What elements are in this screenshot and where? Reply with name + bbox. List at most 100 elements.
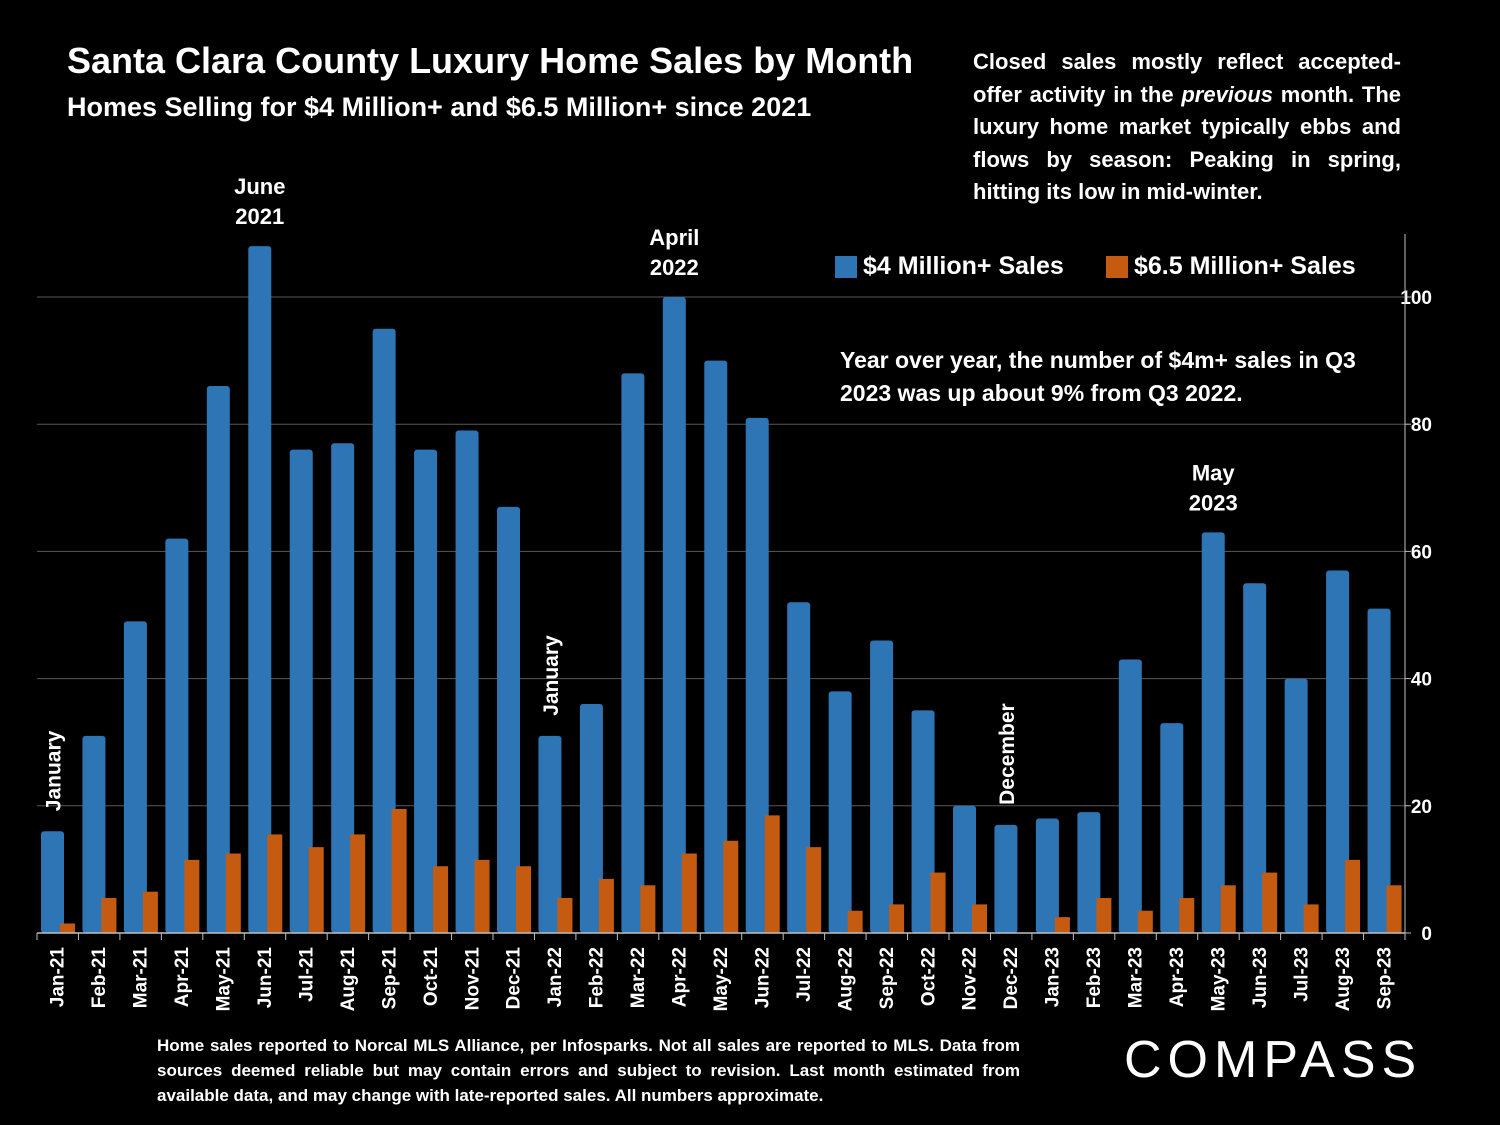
bar-6-5m: [267, 834, 283, 933]
bar-4m: [82, 735, 106, 933]
x-tick-label: Jun-23: [1250, 947, 1271, 1008]
x-tick-label: Apr-23: [1167, 947, 1188, 1007]
bar-4m: [1035, 818, 1059, 933]
bar-4m: [1243, 583, 1267, 933]
x-tick-label: Mar-23: [1126, 947, 1147, 1008]
bar-6-5m: [101, 898, 117, 933]
bar-4m: [1160, 723, 1184, 933]
bar-6-5m: [308, 847, 324, 933]
bar-6-5m: [516, 866, 531, 933]
bar-6-5m: [474, 859, 490, 933]
bar-4m: [455, 430, 479, 933]
bar-6-5m: [889, 904, 905, 933]
peak-annotation: April: [649, 225, 699, 250]
bar-4m: [704, 360, 728, 934]
bar-4m: [206, 386, 230, 933]
bar-6-5m: [1137, 910, 1153, 933]
seasonality-note: Closed sales mostly reflect accepted-off…: [973, 46, 1401, 209]
x-tick-label: Dec-21: [504, 947, 525, 1010]
x-tick-label: Apr-21: [172, 947, 193, 1008]
legend-label-4m: $4 Million+ Sales: [863, 252, 1064, 280]
y-tick-label: 100: [1400, 288, 1432, 309]
bar-4m: [870, 640, 894, 933]
bar-4m: [953, 805, 976, 933]
bar-6-5m: [1220, 885, 1236, 933]
bar-6-5m: [930, 872, 946, 933]
bar-6-5m: [723, 840, 739, 933]
bar-6-5m: [1179, 898, 1195, 933]
x-tick-label: Jul-22: [794, 947, 815, 1002]
bar-6-5m: [184, 859, 200, 933]
bar-4m: [787, 602, 811, 933]
bar-4m: [248, 246, 272, 933]
x-tick-label: Feb-22: [587, 947, 608, 1008]
bar-6-5m: [60, 923, 75, 933]
legend-item-6-5m: $6.5 Million+ Sales: [1106, 252, 1356, 281]
bar-4m: [621, 373, 645, 933]
bar-6-5m: [557, 898, 573, 933]
x-tick-label: Jun-21: [255, 947, 276, 1009]
peak-annotation: May: [1192, 460, 1236, 485]
x-tick-label: Jan-23: [1043, 947, 1064, 1007]
x-tick-label: Jul-23: [1291, 947, 1312, 1002]
x-tick-label: May-22: [711, 947, 732, 1011]
bar-6-5m: [1386, 885, 1402, 933]
x-tick-label: Aug-23: [1333, 947, 1354, 1011]
month-annotation: January: [540, 635, 563, 716]
x-tick-label: Apr-22: [670, 947, 691, 1007]
month-annotation: December: [996, 703, 1019, 805]
x-tick-label: Sep-22: [877, 947, 898, 1009]
x-tick-label: Jan-21: [48, 947, 69, 1008]
bar-6-5m: [391, 808, 407, 933]
x-tick-label: Jul-21: [296, 947, 317, 1002]
bar-4m: [828, 691, 852, 933]
bar-4m: [538, 735, 562, 933]
bar-4m: [165, 538, 189, 933]
x-tick-label: Aug-21: [338, 947, 359, 1012]
x-tick-label: Jan-22: [545, 947, 566, 1007]
footnote: Home sales reported to Norcal MLS Allian…: [157, 1036, 1020, 1105]
y-tick-label: 60: [1411, 542, 1432, 563]
month-annotation: January: [43, 730, 66, 811]
bar-4m: [745, 417, 769, 934]
bar-4m: [994, 824, 1018, 933]
legend-swatch-6-5m: [1106, 255, 1128, 278]
peak-annotation: 2021: [235, 204, 284, 229]
x-tick-label: Oct-22: [918, 947, 939, 1006]
bar-6-5m: [1345, 859, 1361, 933]
bar-6-5m: [225, 853, 241, 933]
x-tick-label: Sep-21: [379, 947, 400, 1010]
y-tick-label: 80: [1411, 415, 1432, 436]
x-tick-label: May-21: [214, 947, 235, 1012]
bar-6-5m: [350, 834, 366, 933]
bar-4m: [1367, 608, 1391, 933]
bar-4m: [414, 449, 438, 933]
bar-6-5m: [142, 891, 158, 933]
compass-logo: COMPASS: [1124, 1031, 1423, 1089]
x-tick-label: Sep-23: [1374, 947, 1395, 1009]
bar-6-5m: [806, 847, 822, 933]
y-tick-label: 0: [1421, 924, 1432, 945]
y-tick-label: 20: [1411, 797, 1432, 818]
x-tick-label: Aug-22: [835, 947, 856, 1011]
legend-item-4m: $4 Million+ Sales: [835, 252, 1064, 281]
peak-annotation: 2022: [650, 255, 699, 280]
peak-annotation: June: [234, 174, 285, 199]
y-tick-label: 40: [1411, 670, 1432, 691]
seasonality-note-emphasis: previous: [1181, 81, 1274, 107]
x-tick-label: Feb-23: [1084, 947, 1105, 1008]
seasonality-note-text-end: month. The luxury home market typically …: [973, 81, 1401, 205]
bar-4m: [123, 621, 147, 933]
bar-4m: [1118, 659, 1142, 933]
x-tick-label: Oct-21: [421, 947, 442, 1007]
bar-6-5m: [1262, 872, 1278, 933]
x-tick-label: Mar-22: [628, 947, 649, 1008]
bar-6-5m: [1096, 898, 1112, 933]
bar-6-5m: [764, 815, 780, 933]
yoy-note: Year over year, the number of $4m+ sales…: [840, 347, 1356, 406]
bar-4m: [331, 443, 355, 933]
peak-annotation: 2023: [1189, 490, 1238, 515]
chart-title: Santa Clara County Luxury Home Sales by …: [67, 40, 914, 81]
bar-6-5m: [598, 878, 614, 933]
